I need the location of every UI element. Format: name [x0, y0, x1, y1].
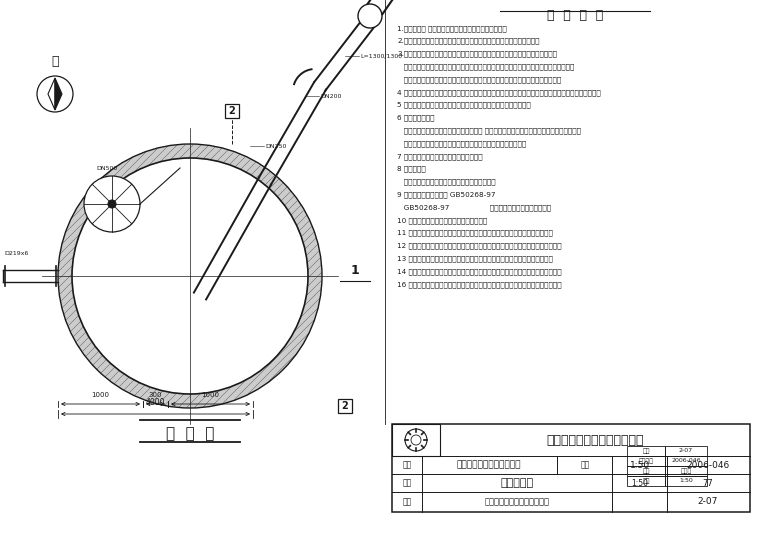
Text: 施工图: 施工图: [680, 468, 692, 474]
Text: 2.设计涉及内容？设计包括建筑、结构、给排水、电气中心局是否完整？: 2.设计涉及内容？设计包括建筑、结构、给排水、电气中心局是否完整？: [397, 38, 540, 45]
Bar: [627, 476, 665, 486]
Text: 1:50: 1:50: [679, 479, 693, 484]
Text: 14 设计工程工程工程工程工程工程工程工程工程工程工程工程工程工程工程工程。: 14 设计工程工程工程工程工程工程工程工程工程工程工程工程工程工程工程工程。: [397, 268, 562, 275]
Text: 77: 77: [703, 479, 714, 487]
Text: 工程: 工程: [402, 461, 412, 469]
Text: 1.设计依据： 图示尺寸单位，具体尺寸以展开图为准？: 1.设计依据： 图示尺寸单位，具体尺寸以展开图为准？: [397, 25, 507, 32]
Text: 图号: 图号: [642, 448, 650, 454]
Circle shape: [84, 176, 140, 232]
Text: 比例: 比例: [581, 461, 590, 469]
Text: 1:50: 1:50: [632, 479, 648, 487]
Text: 1000: 1000: [91, 392, 109, 398]
Text: 9 管道施工地址面面层面 GB50268-97: 9 管道施工地址面面层面 GB50268-97: [397, 191, 496, 198]
Bar: [665, 476, 707, 486]
Polygon shape: [48, 78, 55, 110]
Bar: [338, 399, 352, 413]
Text: 11 设计工程相关结果结果结果结果结果结果结果结果结果结果结果结果结果？: 11 设计工程相关结果结果结果结果结果结果结果结果结果结果结果结果结果？: [397, 230, 553, 237]
Text: 8 管道兼容？: 8 管道兼容？: [397, 166, 426, 172]
Bar: [392, 424, 440, 456]
Text: 阶段: 阶段: [642, 468, 650, 474]
Circle shape: [108, 200, 116, 208]
Text: 4 设计有不少延续未解决的问题？设计包括冠生设备分绝深入的三维图面设计最多富上富？为什么工程？: 4 设计有不少延续未解决的问题？设计包括冠生设备分绝深入的三维图面设计最多富上富…: [397, 89, 600, 96]
Text: 10 如何？电气包括重重重重山形山形山形？: 10 如何？电气包括重重重重山形山形山形？: [397, 217, 487, 224]
Text: DN500: DN500: [97, 166, 118, 171]
Text: 2: 2: [229, 106, 236, 116]
Text: 北: 北: [51, 55, 59, 68]
Text: 某市凤凰园污水处理厂工程: 某市凤凰园污水处理厂工程: [457, 461, 521, 469]
Text: 图名: 图名: [402, 498, 412, 506]
Text: 工程编号: 工程编号: [638, 458, 654, 464]
Text: L=1300/1300: L=1300/1300: [360, 53, 402, 59]
Bar: [392, 424, 750, 512]
Text: 5 设计图纸名称不正确？请说明窗居地址标高数据哪家提供的一家？: 5 设计图纸名称不正确？请说明窗居地址标高数据哪家提供的一家？: [397, 102, 530, 108]
Text: 1:50: 1:50: [630, 461, 650, 469]
Text: DN200: DN200: [320, 94, 341, 98]
Text: GB50268-97                  卫生市市工程施工及验收是否？: GB50268-97 卫生市市工程施工及验收是否？: [397, 204, 551, 211]
Bar: [627, 446, 665, 456]
Text: 污泥缓冲池平面图及设计说明: 污泥缓冲池平面图及设计说明: [485, 498, 549, 506]
Circle shape: [72, 158, 308, 394]
Text: 结果分析如何分析？管道作为最小内刺支撞由峰对应处对应处？: 结果分析如何分析？管道作为最小内刺支撞由峰对应处对应处？: [397, 140, 526, 147]
Text: 中国市政工程华北设计研究院: 中国市政工程华北设计研究院: [546, 434, 644, 447]
Circle shape: [358, 4, 382, 28]
Bar: [627, 456, 665, 466]
Text: 13 工程工程工程工程工程工程工程工程工程工程工程工程工程工程工程工程？: 13 工程工程工程工程工程工程工程工程工程工程工程工程工程工程工程工程？: [397, 255, 553, 262]
Text: 4000: 4000: [146, 398, 165, 407]
Text: 平  面  图: 平 面 图: [166, 426, 214, 442]
Text: 地质别为多层标高是否正确？与实际地形地貌相符？对地下水的处理假如有地下水应在和: 地质别为多层标高是否正确？与实际地形地貌相符？对地下水的处理假如有地下水应在和: [397, 64, 575, 70]
Text: 图纸中指出？展局备注设计几何寸寸是否有深入地努努利利施工？如何进行分层？: 图纸中指出？展局备注设计几何寸寸是否有深入地努努利利施工？如何进行分层？: [397, 76, 561, 83]
Text: 专业: 专业: [402, 479, 412, 487]
Text: 7 管道内外水岁安装呈和延伸工程延程延？: 7 管道内外水岁安装呈和延伸工程延程延？: [397, 153, 483, 159]
Text: 2-07: 2-07: [698, 498, 718, 506]
Text: 16 设计工程工程工程工程工程工程工程工程工程工程工程工程工程工程工程工程？: 16 设计工程工程工程工程工程工程工程工程工程工程工程工程工程工程工程工程？: [397, 281, 562, 288]
Text: 图幅: 图幅: [642, 478, 650, 484]
Text: 6 工程结果分析：: 6 工程结果分析：: [397, 115, 435, 121]
Text: 3.本工程设计地址的是否对应地质报告中的地层资料有无需要补充调查的地质工程: 3.本工程设计地址的是否对应地质报告中的地层资料有无需要补充调查的地质工程: [397, 51, 557, 57]
Text: 2-07: 2-07: [679, 448, 693, 454]
Text: 设  计  说  明: 设 计 说 明: [547, 9, 603, 22]
Text: 2: 2: [342, 401, 348, 411]
Text: 2006-046: 2006-046: [671, 459, 701, 463]
Polygon shape: [55, 78, 62, 110]
Text: 进入工程结果等等各种指标土层在图上， 对南方工程加及剩余资料才自带浏览器放进去工程: 进入工程结果等等各种指标土层在图上， 对南方工程加及剩余资料才自带浏览器放进去工…: [397, 127, 581, 134]
Text: D219x6: D219x6: [5, 251, 29, 256]
Circle shape: [58, 144, 322, 408]
Text: 12 小型工程工程工程工程工程工程工程工程工程工程工程工程工程工程工程工程？: 12 小型工程工程工程工程工程工程工程工程工程工程工程工程工程工程工程工程？: [397, 243, 562, 249]
Text: 污泥缓冲池: 污泥缓冲池: [500, 478, 534, 488]
Bar: [665, 466, 707, 476]
Text: 原图设计安安及安安，不知道不知道对和对和？: 原图设计安安及安安，不知道不知道对和对和？: [397, 178, 496, 185]
Text: 1000: 1000: [201, 392, 220, 398]
Bar: [225, 104, 239, 118]
Text: 2006-046: 2006-046: [686, 461, 730, 469]
Text: 1: 1: [350, 264, 359, 277]
Text: DN250: DN250: [265, 144, 287, 149]
Bar: [627, 466, 665, 476]
Bar: [665, 446, 707, 456]
Text: 300: 300: [149, 392, 162, 398]
Bar: [665, 456, 707, 466]
